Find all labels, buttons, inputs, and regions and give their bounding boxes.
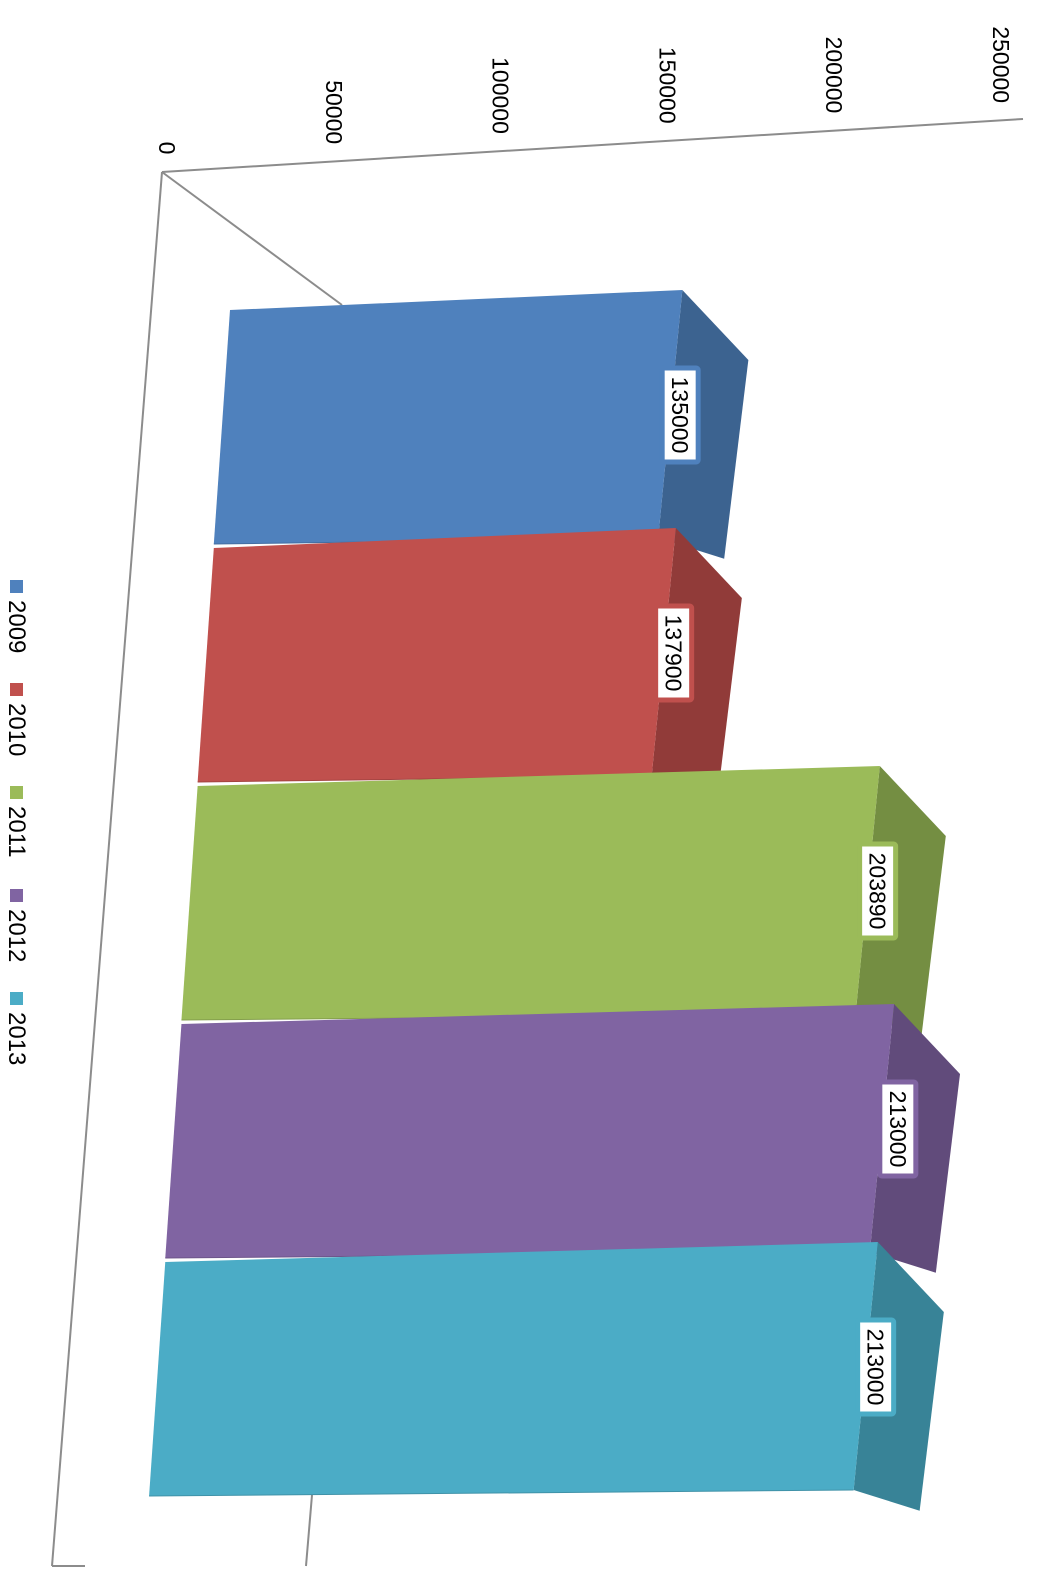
legend-label: 2012	[3, 909, 30, 962]
data-label: 137900	[653, 603, 695, 703]
back-wall-edge-line	[305, 1494, 313, 1567]
depth-axis-line	[161, 171, 343, 306]
tick-labels: 0 50000 100000 150000 200000 250000	[154, 26, 1014, 154]
bar-side-face	[651, 528, 742, 797]
data-label: 213000	[877, 1079, 919, 1179]
legend-swatch	[10, 992, 23, 1005]
data-label-text: 213000	[863, 1329, 889, 1406]
category-axis-line	[51, 171, 163, 1567]
bar-2012	[165, 1004, 961, 1273]
bar-2011	[181, 766, 946, 1035]
legend-swatch	[10, 786, 23, 799]
data-labels: 135000 137900 203890 213000 213000	[653, 365, 919, 1417]
bar-2013	[149, 1242, 944, 1511]
legend-item-2012: 2012	[3, 889, 30, 962]
data-label-box	[855, 1317, 897, 1417]
bars-layer	[149, 290, 961, 1511]
legend-item-2013: 2013	[3, 992, 30, 1065]
legend-label: 2011	[3, 806, 30, 858]
data-label-box	[877, 1079, 919, 1179]
legend-swatch	[10, 683, 23, 696]
data-label-text: 137900	[661, 615, 687, 692]
bar-front-face	[213, 290, 683, 544]
data-label-text: 135000	[667, 377, 693, 454]
bar-side-face	[855, 766, 946, 1035]
legend-label: 2010	[3, 703, 30, 756]
legend: 2009 2010 2011 2012 2013	[3, 580, 30, 1065]
y-tick-label: 100000	[488, 57, 514, 134]
axes-layer	[51, 118, 1024, 1567]
legend-label: 2009	[3, 600, 30, 653]
bar-front-face	[165, 1004, 895, 1258]
data-label-text: 203890	[865, 853, 891, 930]
bar-2009	[213, 290, 749, 559]
value-axis-line	[161, 118, 1024, 173]
data-label-box	[653, 603, 695, 703]
y-tick-label: 250000	[988, 26, 1014, 103]
data-label: 203890	[857, 841, 899, 941]
legend-item-2009: 2009	[3, 580, 30, 653]
data-label-box	[857, 841, 899, 941]
data-label-box	[659, 365, 701, 465]
legend-item-2011: 2011	[3, 786, 30, 858]
bar-front-face	[149, 1242, 878, 1496]
bar-2010	[197, 528, 742, 797]
y-tick-label: 150000	[654, 47, 680, 124]
legend-swatch	[10, 889, 23, 902]
legend-swatch	[10, 580, 23, 593]
bar-side-face	[658, 290, 749, 559]
bar-edge	[149, 1489, 854, 1497]
y-tick-label: 0	[154, 142, 180, 155]
data-label-text: 213000	[885, 1091, 911, 1168]
data-label: 135000	[659, 365, 701, 465]
legend-label: 2013	[3, 1012, 30, 1065]
y-tick-label: 50000	[321, 80, 347, 144]
y-tick-label: 200000	[821, 37, 847, 114]
data-label: 213000	[855, 1317, 897, 1417]
legend-item-2010: 2010	[3, 683, 30, 756]
bar-front-face	[197, 528, 676, 782]
bar-front-face	[181, 766, 880, 1020]
bar-side-face	[853, 1242, 944, 1511]
